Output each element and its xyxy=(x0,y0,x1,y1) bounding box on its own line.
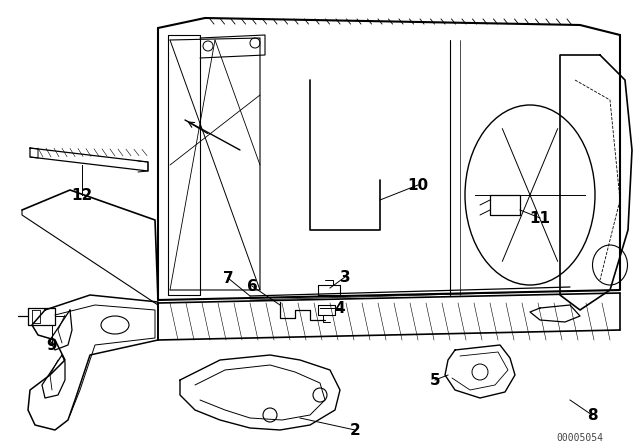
Text: 12: 12 xyxy=(72,188,93,202)
Text: 3: 3 xyxy=(340,270,350,284)
Text: 9: 9 xyxy=(47,337,58,353)
Text: 00005054: 00005054 xyxy=(557,433,604,443)
Text: 7: 7 xyxy=(223,271,234,285)
Text: 2: 2 xyxy=(349,422,360,438)
Text: 8: 8 xyxy=(587,408,597,422)
Text: 6: 6 xyxy=(246,279,257,293)
Text: 4: 4 xyxy=(335,301,346,315)
Text: 10: 10 xyxy=(408,177,429,193)
Text: 5: 5 xyxy=(429,372,440,388)
Text: 11: 11 xyxy=(529,211,550,225)
